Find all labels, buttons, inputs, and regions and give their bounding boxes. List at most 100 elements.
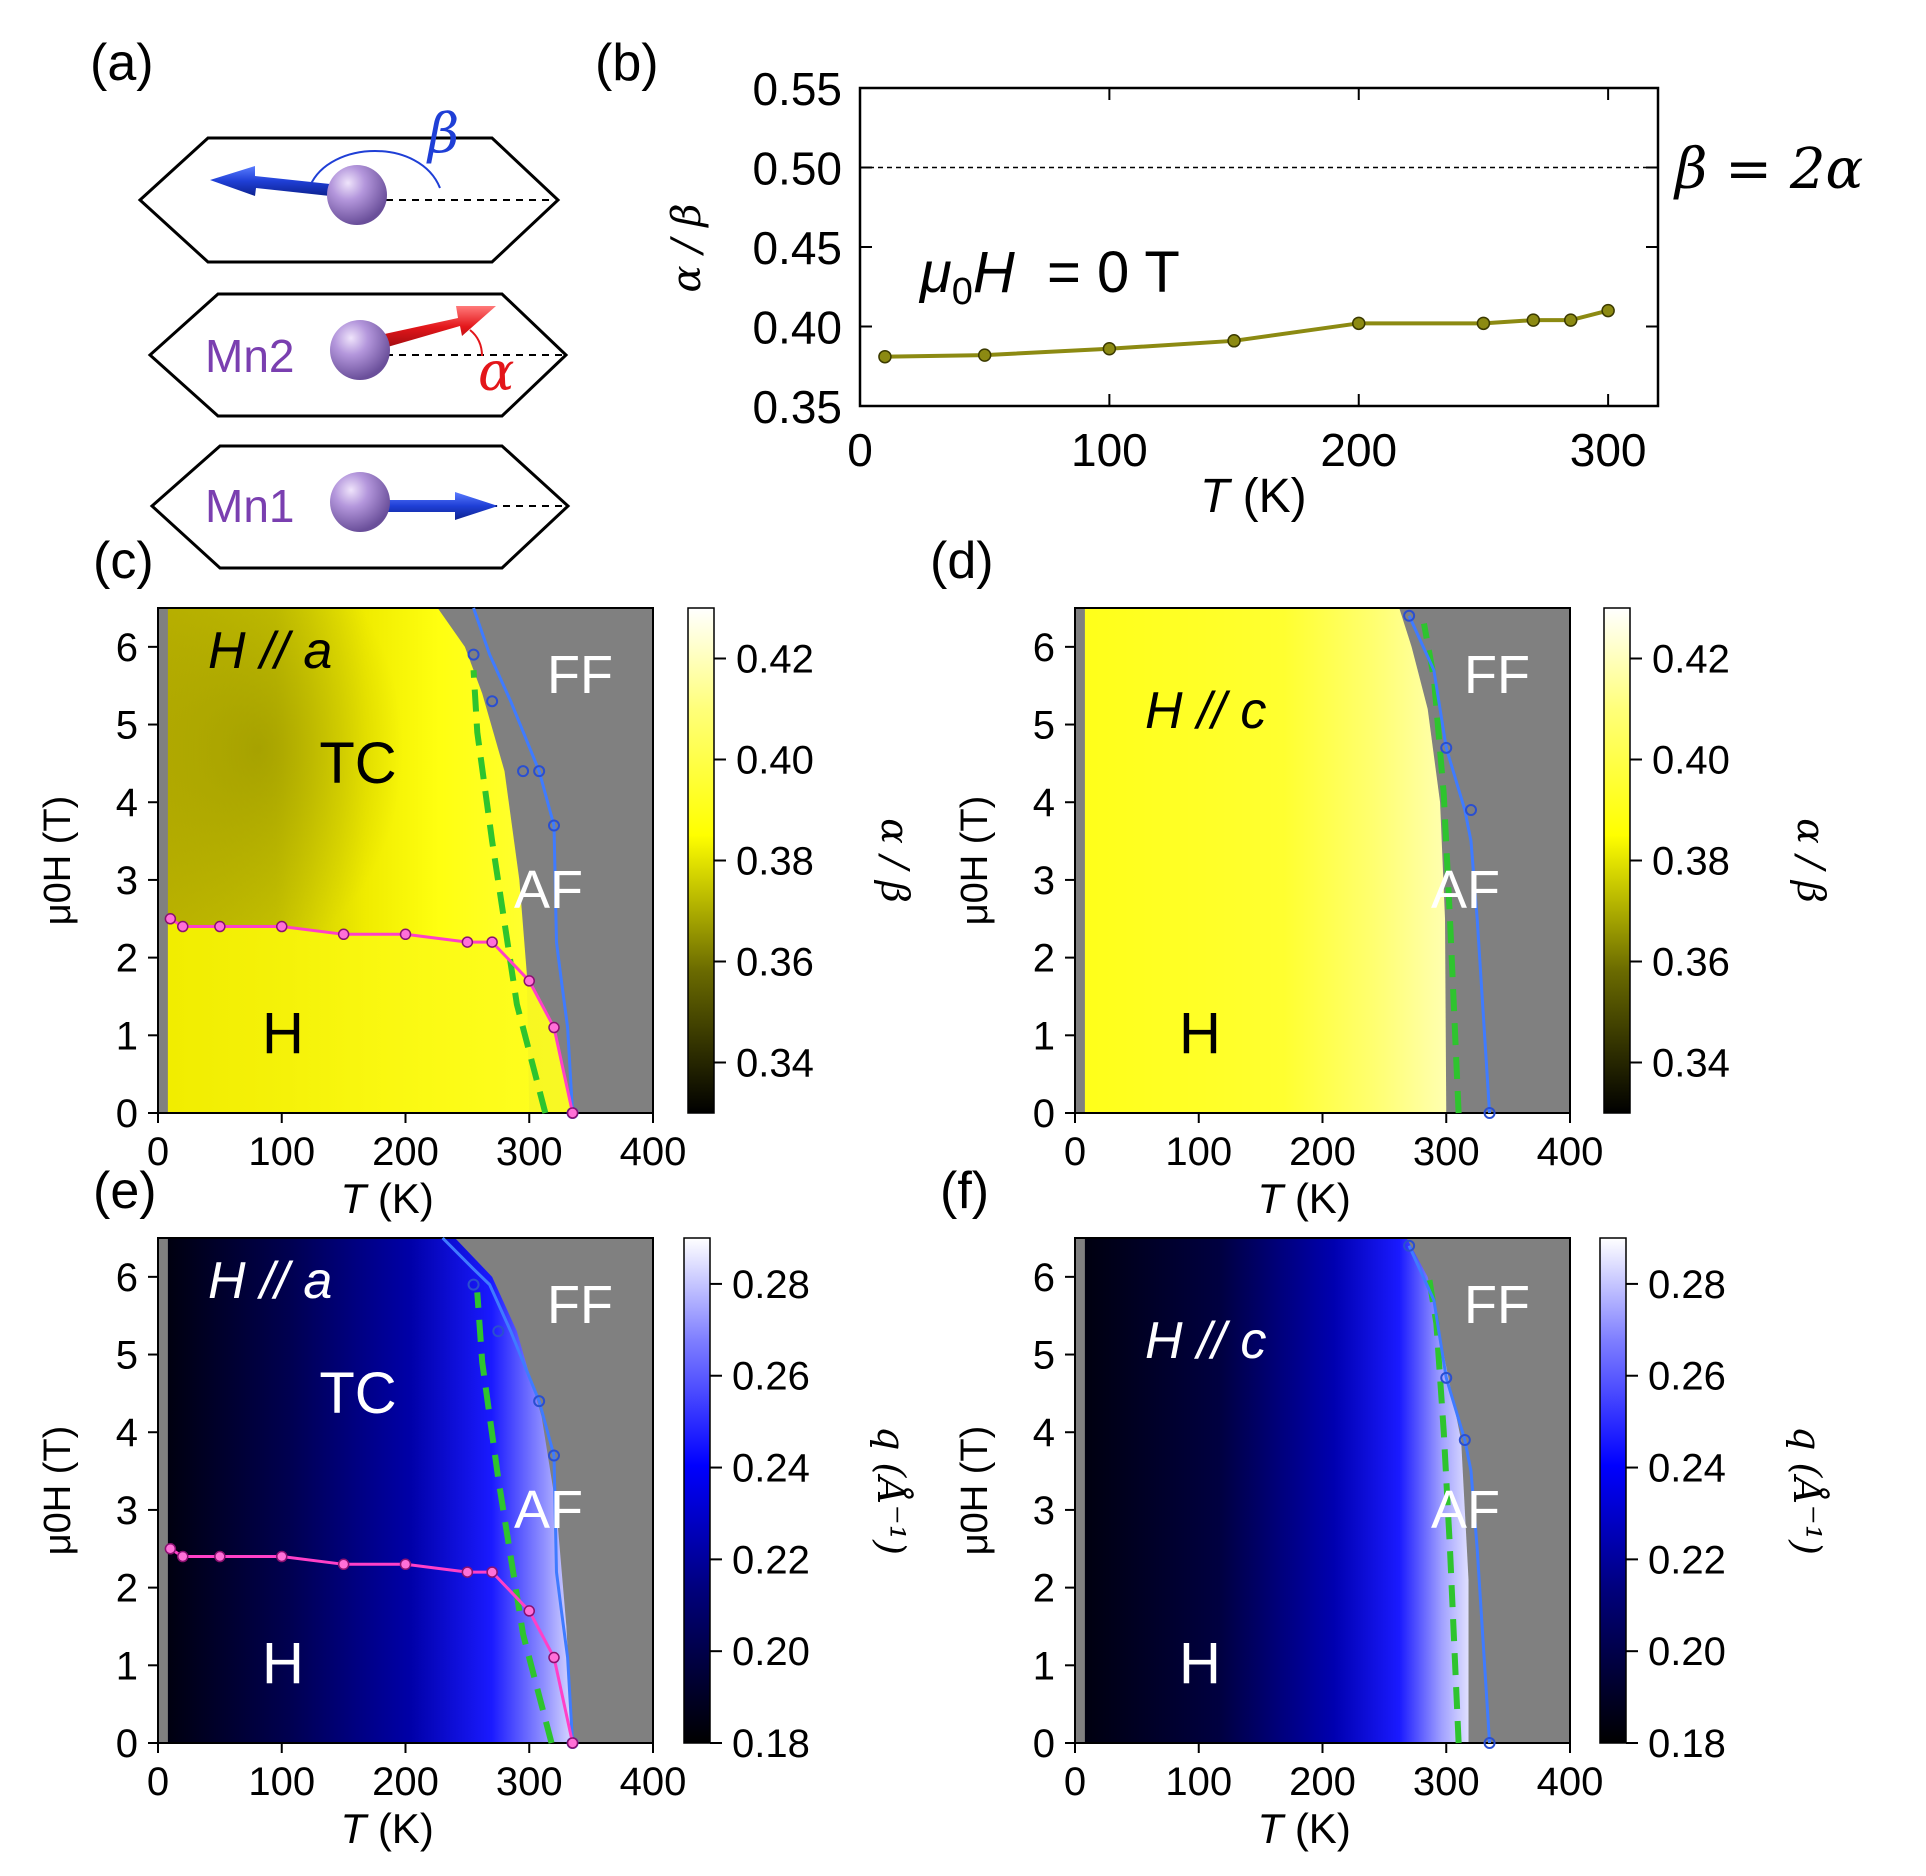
x-tick-label: 0: [147, 1130, 169, 1174]
colorbar-tick-label: 0.28: [1648, 1263, 1726, 1307]
field-direction-title: H // a: [208, 622, 332, 680]
x-tick-label: 400: [1537, 1130, 1604, 1174]
boundary-blue: [441, 1236, 575, 1744]
magenta-marker: [164, 913, 177, 925]
y-tick-label: 6: [116, 1256, 138, 1300]
title-sep: //: [246, 622, 304, 680]
alpha-arc: [469, 329, 483, 357]
y-tick-label: 1: [1033, 1014, 1055, 1058]
region-label-h: H: [1179, 1001, 1221, 1066]
magenta-marker: [486, 936, 498, 948]
x-tick-label: 400: [620, 1130, 687, 1174]
magenta-marker: [548, 1651, 560, 1664]
colorbar-tick-label: 0.26: [1648, 1355, 1726, 1399]
x-tick-label: 200: [372, 1130, 439, 1174]
annotation-sub: 0: [952, 271, 973, 313]
y-tick-label: 0.35: [752, 381, 842, 433]
y-axis-label: μ0H (T): [37, 1426, 79, 1556]
panel-label-d: (d): [930, 532, 994, 590]
x-tick-label: 200: [372, 1760, 439, 1804]
colorbar-tick-label: 0.36: [736, 941, 814, 985]
heatmap-lower-region: [167, 918, 573, 1113]
blue-marker: [1483, 1107, 1496, 1119]
region-label-af: AF: [514, 860, 583, 920]
magenta-marker: [566, 1107, 579, 1119]
colorbar-label: q (Å⁻¹): [1785, 1426, 1829, 1555]
data-point: [878, 349, 892, 364]
magenta-marker: [461, 936, 474, 948]
colorbar-tick-label: 0.42: [1652, 638, 1730, 682]
y-tick-label: 2: [116, 1567, 138, 1611]
colorbar-tick-label: 0.24: [732, 1447, 810, 1491]
colorbar-tick-label: 0.18: [732, 1722, 810, 1766]
region-label-ff: FF: [1464, 645, 1530, 705]
heatmap-region: [1084, 1238, 1469, 1743]
blue-marker: [1483, 1737, 1496, 1749]
x-axis-label-t: T: [341, 1805, 370, 1852]
data-point: [1352, 316, 1366, 331]
blue-marker: [1440, 1371, 1453, 1384]
y-axis-label: μ0H (T): [37, 796, 79, 926]
blue-marker: [1403, 1239, 1416, 1252]
panel-e-heatmap: 0 100 200 300 400 0 1 2 3 4 5 6 T (K) μ0H (T) FF AF H TC H…: [37, 1236, 913, 1852]
atom-label-mn2: Mn2: [205, 330, 294, 382]
colorbar: [687, 607, 715, 1114]
y-tick-label: 4: [1033, 1411, 1055, 1455]
title-sep: //: [1183, 1312, 1241, 1370]
blue-marker: [533, 765, 546, 778]
y-tick-label: 4: [116, 781, 138, 825]
magenta-marker: [337, 1558, 350, 1571]
boundary-green-dashed: [470, 669, 549, 1114]
magenta-marker: [523, 975, 535, 987]
field-direction-title: H // a: [208, 1252, 332, 1310]
y-axis-label: μ0H (T): [954, 1426, 996, 1556]
y-tick-label: 0.50: [752, 143, 842, 195]
magenta-marker: [548, 1021, 560, 1034]
x-axis-label-unit: (K): [1283, 1805, 1351, 1852]
region-label-ff: FF: [547, 1275, 613, 1335]
x-axis-label-t: T: [1258, 1805, 1287, 1852]
colorbar-tick-label: 0.24: [1648, 1447, 1726, 1491]
mn-atom-middle: [330, 320, 390, 380]
region-label-af: AF: [1431, 1480, 1500, 1540]
x-tick-label: 100: [248, 1130, 315, 1174]
boundary-blue: [472, 607, 575, 1114]
colorbar: [1599, 1237, 1627, 1744]
y-tick-label: 3: [116, 859, 138, 903]
annotation-h: H: [973, 240, 1015, 305]
region-label-tc: TC: [319, 731, 396, 796]
x-tick-label: 200: [1320, 424, 1397, 476]
axis-ticks: 0 100 200 300 0.35 0.40 0.45 0.50 0.55: [752, 63, 1658, 476]
magenta-marker: [214, 920, 226, 933]
angle-beta-label: β: [426, 102, 459, 165]
field-annotation: μ0H = 0 T: [918, 240, 1180, 313]
y-tick-label: 0.55: [752, 63, 842, 115]
spin-arrow-blue-top: [210, 166, 330, 196]
y-tick-label: 5: [1033, 704, 1055, 748]
region-label-h: H: [262, 1001, 304, 1066]
data-point: [1526, 313, 1541, 327]
heatmap-region: [1084, 608, 1447, 1113]
title-axis: c: [1240, 1312, 1266, 1370]
magenta-marker: [337, 928, 350, 941]
y-tick-label: 0: [1033, 1092, 1055, 1136]
y-tick-label: 1: [1033, 1644, 1055, 1688]
x-axis-label-unit: (K): [1229, 470, 1306, 523]
x-tick-label: 0: [847, 424, 873, 476]
y-tick-label: 0.40: [752, 302, 842, 354]
magenta-marker: [177, 920, 189, 933]
y-axis-label: μ0H (T): [954, 796, 996, 926]
colorbar-tick-label: 0.42: [736, 638, 814, 682]
title-sep: //: [1183, 682, 1241, 740]
magenta-marker: [399, 1558, 412, 1571]
colorbar-tick-label: 0.40: [736, 739, 814, 783]
title-axis: a: [303, 622, 332, 680]
reference-label: β = 2α: [1673, 137, 1863, 202]
y-tick-label: 5: [1033, 1334, 1055, 1378]
x-tick-label: 100: [1165, 1760, 1232, 1804]
colorbar-tick-label: 0.20: [732, 1630, 810, 1674]
panel-label-f: (f): [940, 1162, 989, 1220]
x-axis-label: T (K): [341, 1175, 434, 1222]
region-label-h: H: [1179, 1631, 1221, 1696]
magenta-marker: [461, 1566, 474, 1578]
